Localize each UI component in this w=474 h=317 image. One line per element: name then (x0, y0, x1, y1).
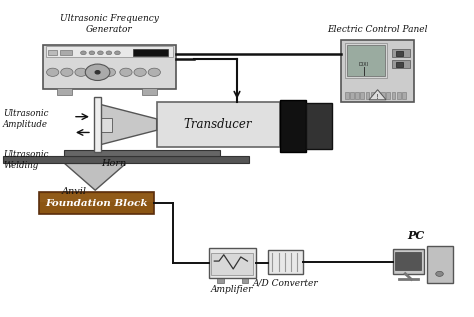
Bar (306, 103, 331, 149)
Bar (100, 118, 112, 132)
Polygon shape (369, 90, 386, 100)
Bar (156, 102, 280, 147)
Bar (280, 100, 306, 152)
Bar (143, 88, 156, 95)
Circle shape (98, 51, 103, 55)
Bar (94, 97, 101, 152)
Bar (393, 249, 424, 274)
Bar (386, 92, 390, 99)
Text: Horn: Horn (101, 158, 126, 168)
Bar (57, 88, 72, 95)
Text: DIXI: DIXI (359, 62, 369, 67)
Text: Foundation Block: Foundation Block (45, 199, 148, 208)
Bar (365, 92, 369, 99)
Bar (38, 192, 155, 214)
Text: Amplifier: Amplifier (211, 285, 254, 294)
Bar (396, 62, 403, 67)
Circle shape (85, 64, 110, 81)
Bar (40, 193, 153, 202)
Text: PC: PC (408, 230, 425, 241)
Circle shape (95, 71, 100, 74)
Circle shape (61, 68, 73, 76)
Bar (217, 278, 224, 283)
Polygon shape (64, 163, 126, 190)
Polygon shape (95, 103, 156, 146)
Circle shape (436, 271, 443, 276)
Text: Ultrasonic Frequency
Generator: Ultrasonic Frequency Generator (60, 15, 159, 34)
Bar (46, 47, 173, 57)
Text: Ultrasonic
Welding: Ultrasonic Welding (3, 150, 48, 170)
Bar (211, 253, 253, 275)
Bar (392, 92, 395, 99)
Bar (395, 252, 421, 270)
Bar (355, 92, 359, 99)
Text: !: ! (376, 94, 379, 100)
Bar (429, 256, 450, 260)
Circle shape (148, 68, 160, 76)
Bar (341, 40, 414, 102)
Circle shape (75, 68, 87, 76)
Bar (345, 42, 387, 78)
Bar (268, 250, 303, 274)
Text: Ultrasonic
Amplitude: Ultrasonic Amplitude (3, 109, 48, 129)
Bar (396, 51, 403, 56)
Bar (43, 45, 175, 89)
Circle shape (115, 51, 120, 55)
Bar (64, 150, 220, 157)
Circle shape (120, 68, 132, 76)
Bar (350, 92, 354, 99)
Bar (376, 92, 380, 99)
Bar (427, 246, 453, 283)
Bar (347, 45, 385, 76)
Circle shape (89, 51, 95, 55)
Text: Anvil: Anvil (62, 187, 87, 196)
Circle shape (103, 68, 116, 76)
Bar (402, 92, 406, 99)
Bar (3, 157, 249, 163)
Bar (371, 92, 374, 99)
Bar (360, 92, 364, 99)
Bar (209, 249, 256, 278)
Bar (381, 92, 385, 99)
Bar (242, 278, 248, 283)
Circle shape (106, 51, 112, 55)
Bar (48, 50, 57, 55)
Text: A/D Converter: A/D Converter (253, 278, 318, 288)
Bar (392, 49, 410, 57)
Bar (397, 92, 401, 99)
Text: Transducer: Transducer (184, 118, 252, 131)
Bar (60, 50, 72, 55)
Bar (133, 49, 168, 56)
Circle shape (46, 68, 59, 76)
Bar (345, 92, 348, 99)
Bar (392, 60, 410, 68)
Text: Electric Control Panel: Electric Control Panel (328, 25, 428, 34)
Circle shape (81, 51, 86, 55)
Bar (429, 262, 450, 266)
Circle shape (134, 68, 146, 76)
